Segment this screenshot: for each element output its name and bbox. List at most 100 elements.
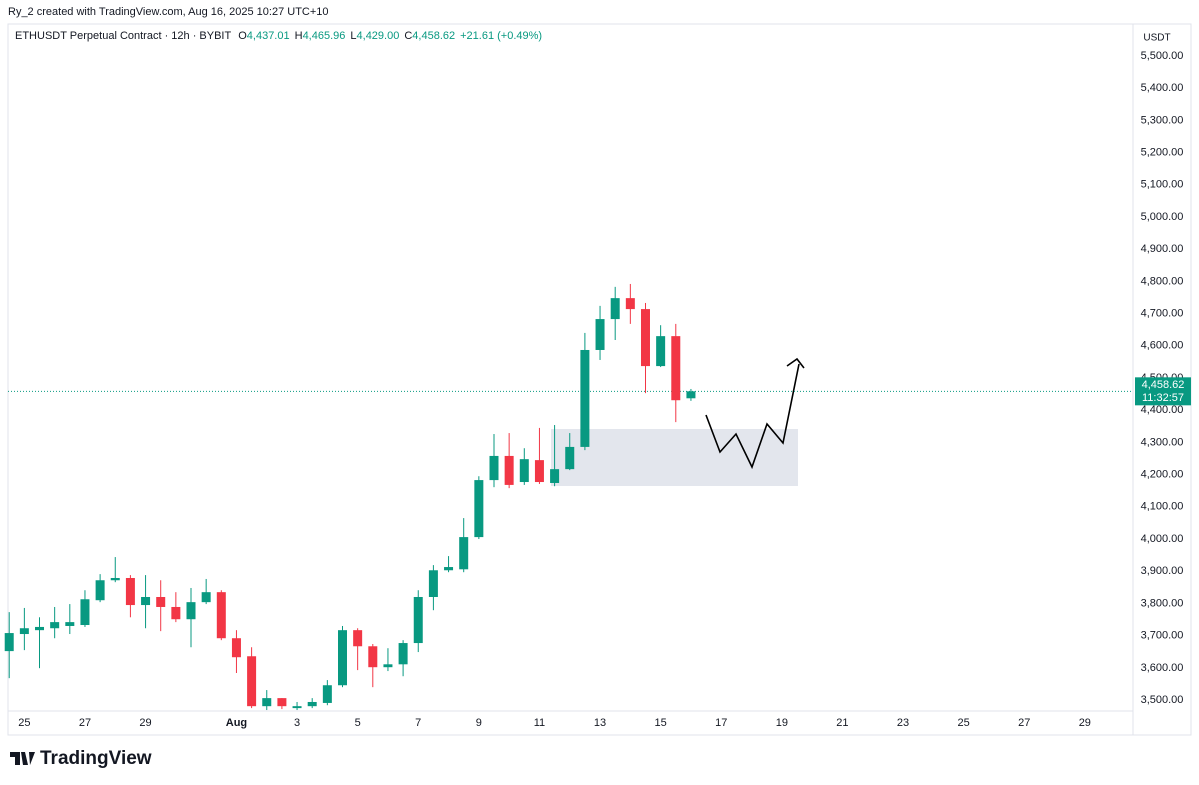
candle-body: [625, 298, 635, 310]
ohlc-value: 4,437.01: [247, 30, 290, 42]
candle-body: [80, 599, 90, 626]
y-tick-label: 4,600.00: [1141, 340, 1184, 352]
candle-body: [610, 298, 620, 320]
candle-body: [413, 596, 423, 644]
ohlc-key: C: [404, 30, 412, 42]
candle-body: [186, 602, 196, 620]
candle-body: [50, 622, 60, 629]
candle-body: [231, 638, 241, 658]
y-tick-label: 5,400.00: [1141, 82, 1184, 94]
x-tick-label: 13: [594, 717, 606, 729]
logo-mark: [10, 752, 35, 765]
x-tick-label: 27: [79, 717, 91, 729]
y-tick-label: 5,500.00: [1141, 50, 1184, 62]
y-tick-label: 3,800.00: [1141, 597, 1184, 609]
y-tick-label: 4,400.00: [1141, 404, 1184, 416]
candle-body: [247, 656, 257, 707]
candle-body: [201, 592, 211, 603]
candle-body: [141, 596, 151, 606]
candle-body: [19, 628, 29, 635]
y-tick-label: 3,900.00: [1141, 565, 1184, 577]
ohlc-value: 4,465.96: [303, 30, 346, 42]
y-tick-label: 5,300.00: [1141, 114, 1184, 126]
candle-body: [671, 336, 681, 401]
candle-body: [656, 336, 666, 367]
candle-body: [504, 455, 514, 485]
candle-body: [550, 469, 560, 483]
y-tick-label: 4,900.00: [1141, 243, 1184, 255]
candle-body: [125, 577, 135, 606]
candle-body: [459, 537, 469, 570]
y-tick-label: 4,200.00: [1141, 469, 1184, 481]
candle-body: [383, 664, 393, 668]
projection-arrowhead: [786, 357, 805, 369]
y-tick-label: 3,600.00: [1141, 662, 1184, 674]
candle-body: [95, 580, 105, 601]
projection-path: [705, 363, 800, 470]
candle-body: [171, 606, 181, 620]
ohlc-value: 4,429.00: [357, 30, 400, 42]
x-tick-label: 29: [139, 717, 151, 729]
y-tick-label: 3,700.00: [1141, 630, 1184, 642]
x-tick-label: 25: [958, 717, 970, 729]
ohlc-key: O: [238, 30, 247, 42]
candle-body: [322, 685, 332, 703]
candle-body: [277, 698, 287, 707]
candle-body: [292, 706, 302, 709]
symbol: ETHUSDT Perpetual Contract · 12h · BYBIT: [15, 30, 231, 42]
x-tick-label: 29: [1079, 717, 1091, 729]
y-tick-label: 5,000.00: [1141, 211, 1184, 223]
x-tick-label: 9: [476, 717, 482, 729]
candle-body: [338, 630, 348, 686]
change: +21.61 (+0.49%): [460, 30, 542, 42]
candle-body: [65, 622, 75, 626]
x-tick-label: Aug: [226, 717, 247, 729]
candle-body: [444, 567, 454, 571]
candle-body: [534, 460, 544, 483]
ohlc-legend: O 4,437.01 H 4,465.96 L 4,429.00 C 4,458.62 +21.…: [238, 30, 542, 42]
y-tick-label: 4,000.00: [1141, 533, 1184, 545]
y-tick-label: 4,700.00: [1141, 307, 1184, 319]
candle-body: [489, 455, 499, 481]
y-tick-label: 4,300.00: [1141, 436, 1184, 448]
x-tick-label: 15: [655, 717, 667, 729]
x-tick-label: 11: [534, 717, 545, 729]
candle-body: [595, 319, 605, 350]
x-tick-label: 25: [18, 717, 30, 729]
x-tick-label: 27: [1018, 717, 1030, 729]
y-tick-label: 3,500.00: [1141, 694, 1184, 706]
candle-body: [307, 701, 317, 707]
y-tick-label: 4,100.00: [1141, 501, 1184, 513]
candle-body: [398, 643, 408, 665]
candle-body: [4, 633, 14, 652]
demand-zone: [551, 429, 798, 486]
candle-body: [686, 391, 696, 399]
price-label-box: [1135, 377, 1191, 406]
x-tick-label: 7: [415, 717, 421, 729]
price-label: 4,458.62: [1142, 379, 1185, 391]
frame: [7, 23, 1192, 736]
candle-body: [110, 577, 120, 581]
candle-body: [353, 630, 363, 647]
candle-body: [519, 459, 529, 483]
ohlc-key: H: [295, 30, 303, 42]
candle-body: [262, 698, 272, 707]
candle-body: [565, 446, 575, 470]
x-tick-label: 17: [715, 717, 727, 729]
candle-body: [216, 592, 226, 639]
y-tick-label: 4,800.00: [1141, 275, 1184, 287]
candle-body: [156, 596, 166, 607]
candle-body: [474, 480, 484, 538]
brand: TradingView: [40, 748, 152, 769]
candle-body: [368, 646, 378, 668]
candle-body: [35, 626, 45, 631]
ohlc-value: 4,458.62: [412, 30, 455, 42]
attribution: Ry_2 created with TradingView.com, Aug 1…: [8, 6, 329, 18]
x-tick-label: 3: [294, 717, 300, 729]
y-tick-label: 5,200.00: [1141, 146, 1184, 158]
candle-body: [428, 570, 438, 597]
ohlc-key: L: [350, 30, 356, 42]
countdown: 11:32:57: [1142, 392, 1184, 404]
